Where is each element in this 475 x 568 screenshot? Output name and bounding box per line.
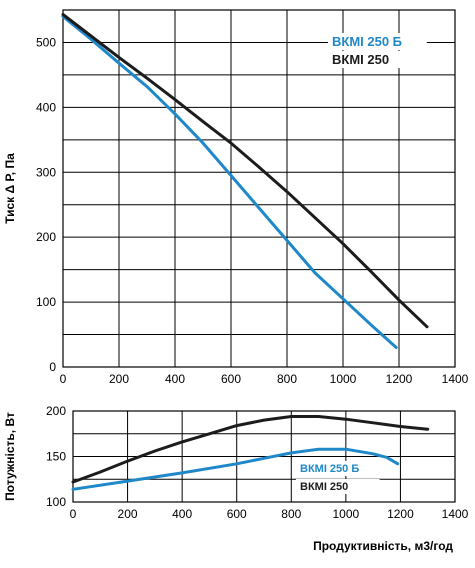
- x-tick-label: 600: [227, 507, 247, 521]
- x-axis-label: Продуктивність, м3/год: [313, 539, 453, 553]
- y-tick-label: 100: [36, 295, 56, 309]
- plot-frame: [62, 9, 456, 368]
- x-tick-label: 200: [109, 372, 129, 386]
- series-line: [71, 415, 430, 484]
- x-tick-label: 1400: [442, 372, 469, 386]
- legend-entry: ВКМІ 250 Б: [300, 463, 359, 475]
- x-tick-label: 1200: [386, 372, 413, 386]
- x-tick-label: 0: [70, 507, 77, 521]
- y-tick-label: 100: [46, 495, 66, 509]
- legend-background: [328, 33, 427, 50]
- x-tick-label: 200: [118, 507, 138, 521]
- y-axis-label: Тиск Δ Р, Па: [3, 153, 17, 224]
- x-tick-label: 0: [60, 372, 67, 386]
- y-tick-label: 500: [36, 35, 56, 49]
- legend-background: [296, 461, 380, 476]
- y-tick-label: 400: [36, 100, 56, 114]
- series-line: [61, 15, 398, 349]
- y-tick-label: 200: [46, 404, 66, 418]
- x-tick-label: 1000: [330, 372, 357, 386]
- pressure-chart: 0 200 400 600 800 1000 1200 1400 0 100 200 300 400 50…: [3, 9, 469, 386]
- x-tick-label: 1400: [442, 507, 469, 521]
- x-tick-label: 800: [277, 372, 297, 386]
- x-tick-label: 800: [281, 507, 301, 521]
- x-tick-label: 400: [172, 507, 192, 521]
- y-axis-label: Потужність, Вт: [3, 412, 17, 501]
- series-line: [71, 447, 400, 491]
- plot-frame: [72, 410, 456, 503]
- y-tick-label: 0: [49, 360, 56, 374]
- x-tick-label: 600: [221, 372, 241, 386]
- x-tick-label: 1000: [333, 507, 360, 521]
- y-tick-label: 300: [36, 165, 56, 179]
- legend-entry: ВКМІ 250: [300, 481, 348, 493]
- legend-entry: ВКМІ 250: [332, 52, 389, 67]
- power-chart: 0 200 400 600 800 1000 1200 1400 100 150 200 Потужн…: [3, 404, 469, 553]
- x-tick-label: 400: [165, 372, 185, 386]
- legend-background: [296, 479, 380, 494]
- legend-entry: ВКМІ 250 Б: [332, 34, 402, 49]
- y-tick-label: 150: [46, 450, 66, 464]
- legend-background: [328, 51, 427, 68]
- x-tick-label: 1200: [387, 507, 414, 521]
- y-tick-label: 200: [36, 230, 56, 244]
- series-line: [61, 13, 429, 329]
